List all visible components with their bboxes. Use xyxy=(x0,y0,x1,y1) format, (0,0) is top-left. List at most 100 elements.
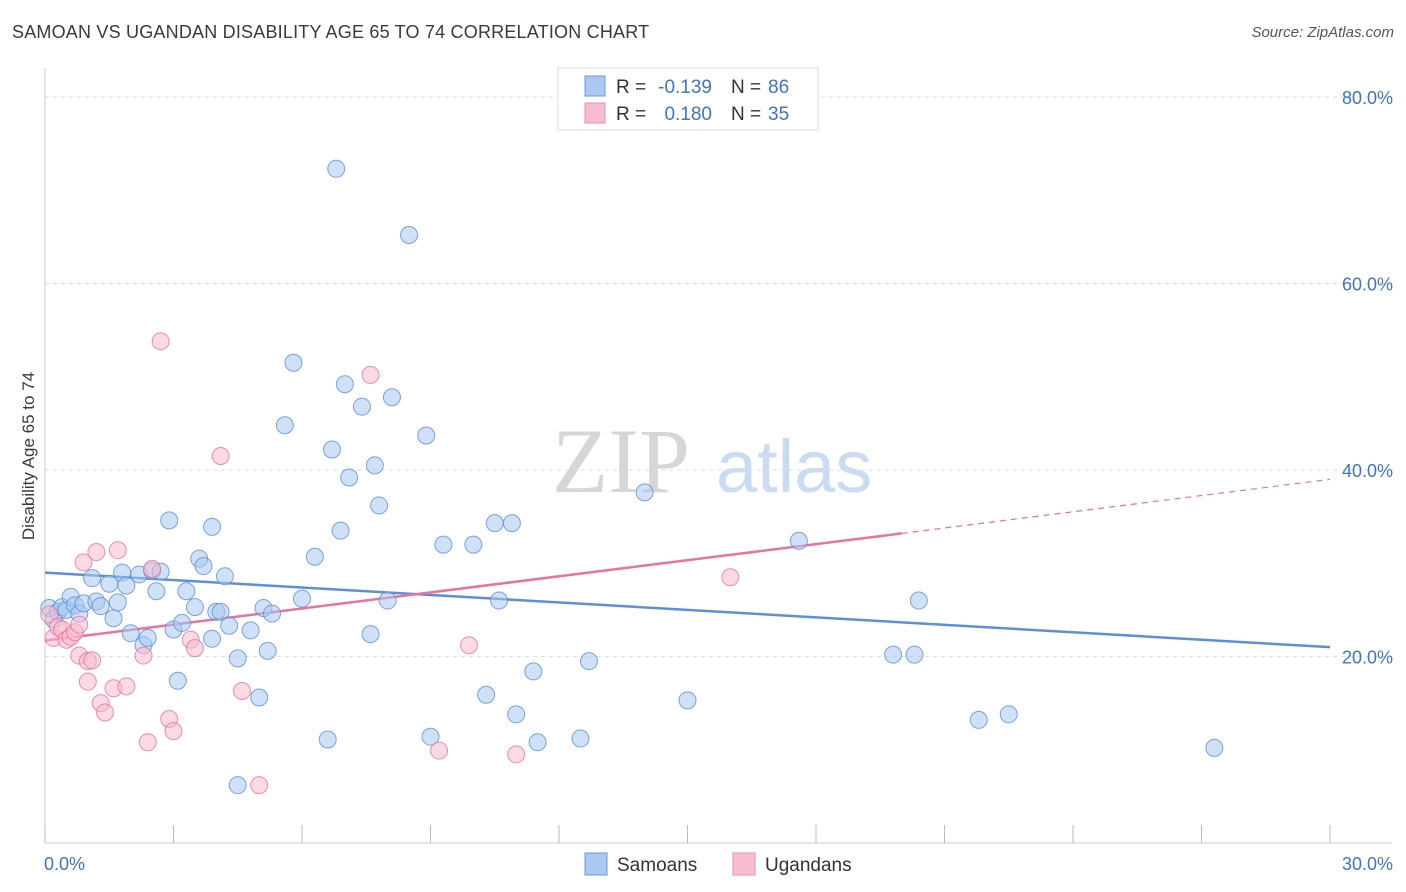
samoans-point-78 xyxy=(905,645,924,664)
series-legend-swatch-samoans xyxy=(584,852,608,876)
ugandans-point-21 xyxy=(143,559,162,578)
y-tick-labels: 20.0% 40.0% 60.0% 80.0% xyxy=(1342,88,1393,668)
samoans-point-81 xyxy=(999,705,1018,724)
samoans-point-58 xyxy=(378,591,397,610)
samoans-point-13 xyxy=(104,609,123,628)
samoans-point-20 xyxy=(138,628,157,647)
ugandans-point-30 xyxy=(361,365,380,384)
ugandans-point-19 xyxy=(134,646,153,665)
samoans-point-44 xyxy=(275,416,294,435)
samoans-point-73 xyxy=(579,652,598,671)
samoans-point-50 xyxy=(327,159,346,178)
samoans-point-69 xyxy=(507,705,526,724)
ugandans-point-22 xyxy=(151,332,170,351)
samoans-point-9 xyxy=(83,569,102,588)
samoans-point-54 xyxy=(352,397,371,416)
samoans-point-60 xyxy=(400,226,419,245)
samoans-point-61 xyxy=(417,426,436,445)
ugandans-point-33 xyxy=(721,568,740,587)
samoans-point-42 xyxy=(258,641,277,660)
samoans-point-68 xyxy=(502,514,521,533)
series-legend: Samoans Ugandans xyxy=(584,852,852,876)
series-legend-label-ugandans: Ugandans xyxy=(765,855,852,876)
samoans-point-26 xyxy=(168,671,187,690)
data-points xyxy=(40,159,1224,795)
legend-r-value-1: -0.139 xyxy=(658,77,712,98)
samoans-point-29 xyxy=(185,598,204,617)
samoans-point-70 xyxy=(524,662,543,681)
samoans-point-27 xyxy=(173,613,192,632)
samoans-point-80 xyxy=(969,710,988,729)
ugandans-point-9 xyxy=(74,553,93,572)
source-label: Source: ZipAtlas.com xyxy=(1251,24,1394,41)
samoans-point-53 xyxy=(340,468,359,487)
samoans-point-45 xyxy=(284,353,303,372)
samoans-point-16 xyxy=(117,576,136,595)
ugandans-point-27 xyxy=(211,447,230,466)
axes xyxy=(44,68,1392,844)
samoans-point-65 xyxy=(477,685,496,704)
samoans-point-79 xyxy=(909,591,928,610)
samoans-point-59 xyxy=(382,388,401,407)
samoans-point-14 xyxy=(108,593,127,612)
ugandans-point-28 xyxy=(233,682,252,701)
ugandans-point-20 xyxy=(138,733,157,752)
samoans-point-74 xyxy=(635,483,654,502)
watermark-atlas: atlas xyxy=(716,425,872,508)
ugandans-point-26 xyxy=(185,639,204,658)
ugandans-point-32 xyxy=(460,636,479,655)
y-tick-label-40: 40.0% xyxy=(1342,461,1393,481)
samoans-point-33 xyxy=(203,629,222,648)
watermark-zip: ZIP xyxy=(552,410,690,512)
samoans-point-47 xyxy=(305,547,324,566)
y-tick-label-60: 60.0% xyxy=(1342,275,1393,295)
samoans-point-57 xyxy=(370,496,389,515)
legend-n-value-2: 35 xyxy=(768,104,789,125)
samoans-point-38 xyxy=(228,649,247,668)
samoans-point-51 xyxy=(331,521,350,540)
samoans-point-40 xyxy=(250,688,269,707)
ugandans-point-13 xyxy=(87,543,106,562)
samoans-point-77 xyxy=(884,645,903,664)
samoans-point-39 xyxy=(241,621,260,640)
samoans-point-52 xyxy=(335,375,354,394)
samoans-point-63 xyxy=(434,535,453,554)
samoans-point-55 xyxy=(361,625,380,644)
samoans-point-43 xyxy=(263,604,282,623)
samoans-point-72 xyxy=(571,729,590,748)
samoans-point-17 xyxy=(121,624,140,643)
samoans-point-71 xyxy=(528,733,547,752)
samoans-point-36 xyxy=(215,567,234,586)
chart-title: SAMOAN VS UGANDAN DISABILITY AGE 65 TO 7… xyxy=(12,22,650,42)
legend-swatch-ugandans xyxy=(584,102,606,124)
samoans-point-66 xyxy=(485,514,504,533)
samoans-point-32 xyxy=(203,517,222,536)
legend-r-value-2: 0.180 xyxy=(664,104,712,125)
samoans-point-67 xyxy=(490,591,509,610)
samoans-point-24 xyxy=(160,511,179,530)
ugandans-point-24 xyxy=(164,722,183,741)
ugandans-point-15 xyxy=(95,703,114,722)
samoans-point-37 xyxy=(220,616,239,635)
legend-r-label-1: R = xyxy=(616,77,646,98)
correlation-legend: R = -0.139 N = 86 R = 0.180 N = 35 xyxy=(557,67,819,131)
grid-lines xyxy=(45,96,1392,657)
samoans-point-62 xyxy=(421,727,440,746)
samoans-point-76 xyxy=(789,531,808,550)
ugandans-point-31 xyxy=(430,741,449,760)
y-tick-label-20: 20.0% xyxy=(1342,648,1393,668)
ugandans-point-17 xyxy=(108,541,127,560)
ugandans-point-34 xyxy=(507,745,526,764)
ugandans-trend-extension xyxy=(901,478,1331,535)
samoans-point-49 xyxy=(322,440,341,459)
samoans-trend-line xyxy=(44,571,1331,649)
x-tick-labels: 0.0% 30.0% xyxy=(44,854,1393,874)
samoans-point-22 xyxy=(147,582,166,601)
samoans-point-28 xyxy=(177,582,196,601)
x-tick-label-max: 30.0% xyxy=(1342,854,1393,874)
ugandans-point-10 xyxy=(78,672,97,691)
ugandans-point-12 xyxy=(83,651,102,670)
samoans-point-83 xyxy=(228,776,247,795)
samoans-point-46 xyxy=(293,589,311,608)
samoans-point-31 xyxy=(194,557,213,576)
